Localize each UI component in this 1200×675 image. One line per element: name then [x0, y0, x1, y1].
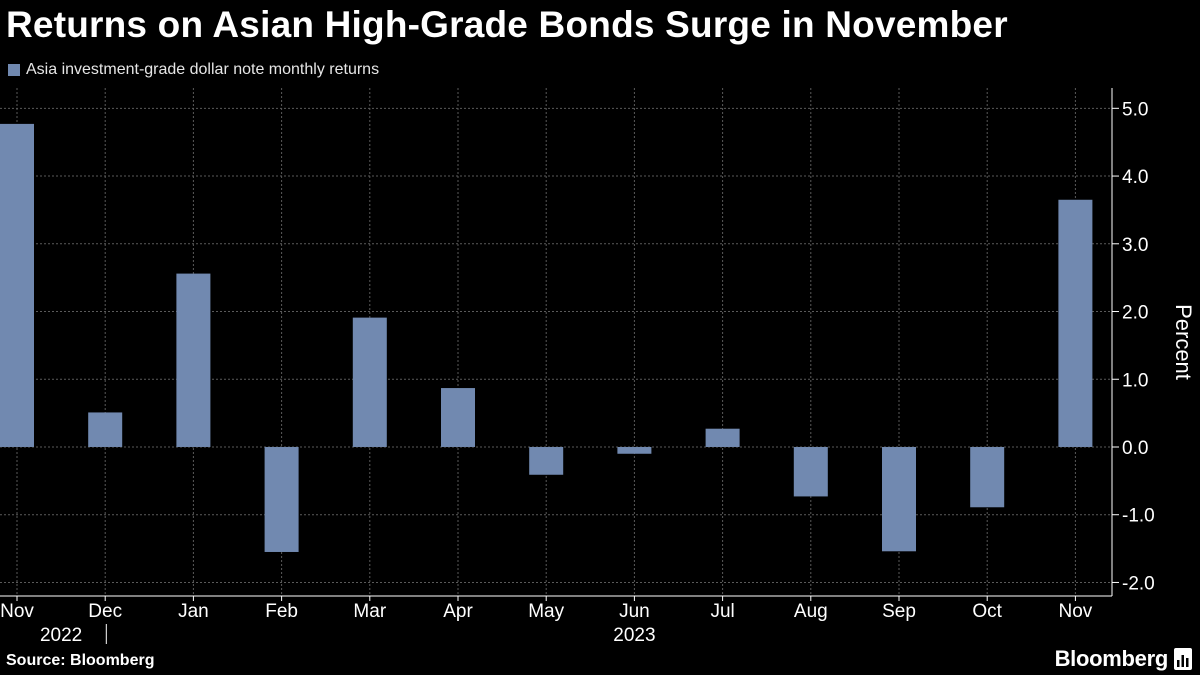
y-tick-label: 5.0	[1122, 99, 1148, 120]
y-tick-label: 4.0	[1122, 167, 1148, 188]
bar-dec-1	[88, 412, 123, 447]
x-tick-label: Jul	[710, 601, 734, 622]
bar-oct-11	[970, 446, 1005, 508]
legend-swatch	[8, 64, 20, 76]
x-tick-label: Aug	[794, 601, 828, 622]
y-tick-label: -1.0	[1122, 506, 1155, 527]
bar-nov-0	[0, 123, 34, 447]
y-tick-label: 1.0	[1122, 370, 1148, 391]
legend-label: Asia investment-grade dollar note monthl…	[26, 61, 380, 78]
source-note: Source: Bloomberg	[6, 652, 155, 669]
bar-sep-10	[882, 446, 916, 552]
year-label: 2022	[40, 625, 82, 646]
brand-logo: Bloomberg	[1055, 646, 1192, 672]
grid-layer	[0, 88, 1112, 596]
bar-may-6	[529, 446, 564, 475]
x-tick-label: Sep	[882, 601, 916, 622]
y-axis-title: Percent	[1171, 304, 1196, 380]
year-label: 2023	[613, 625, 655, 646]
bar-jan-2	[176, 273, 211, 447]
x-tick-label: Dec	[88, 601, 122, 622]
bar-jul-8	[705, 428, 740, 447]
brand-wordmark: Bloomberg	[1054, 646, 1169, 671]
x-tick-label: Apr	[443, 601, 473, 622]
y-tick-label: 2.0	[1122, 303, 1148, 324]
bar-feb-3	[264, 446, 299, 552]
y-tick-label: 3.0	[1122, 235, 1148, 256]
x-tick-label: Nov	[1059, 601, 1093, 622]
y-tick-label: -2.0	[1122, 573, 1155, 594]
chart-title: Returns on Asian High-Grade Bonds Surge …	[6, 4, 1008, 45]
bar-layer	[0, 123, 1093, 552]
x-tick-label: Nov	[0, 601, 34, 622]
bar-nov-12	[1058, 199, 1093, 447]
axis-layer	[0, 88, 1119, 644]
x-tick-label: Oct	[972, 601, 1002, 622]
bar-apr-5	[441, 388, 475, 447]
x-tick-label: Feb	[265, 601, 298, 622]
x-tick-label: Jun	[619, 601, 650, 622]
bar-jun-7	[617, 446, 652, 454]
bar-aug-9	[793, 446, 828, 497]
label-layer: 5.0 4.0 3.0 2.0 1.0 0.0 -1.0 -2.0 Nov Dec Jan Feb Ma…	[0, 99, 1196, 646]
x-tick-label: Mar	[353, 601, 386, 622]
bloomberg-chart-icon	[1174, 648, 1192, 670]
bar-mar-4	[352, 317, 387, 447]
x-tick-label: May	[528, 601, 564, 622]
y-tick-label: 0.0	[1122, 438, 1148, 459]
x-tick-label: Jan	[178, 601, 209, 622]
legend: Asia investment-grade dollar note monthl…	[8, 61, 379, 79]
